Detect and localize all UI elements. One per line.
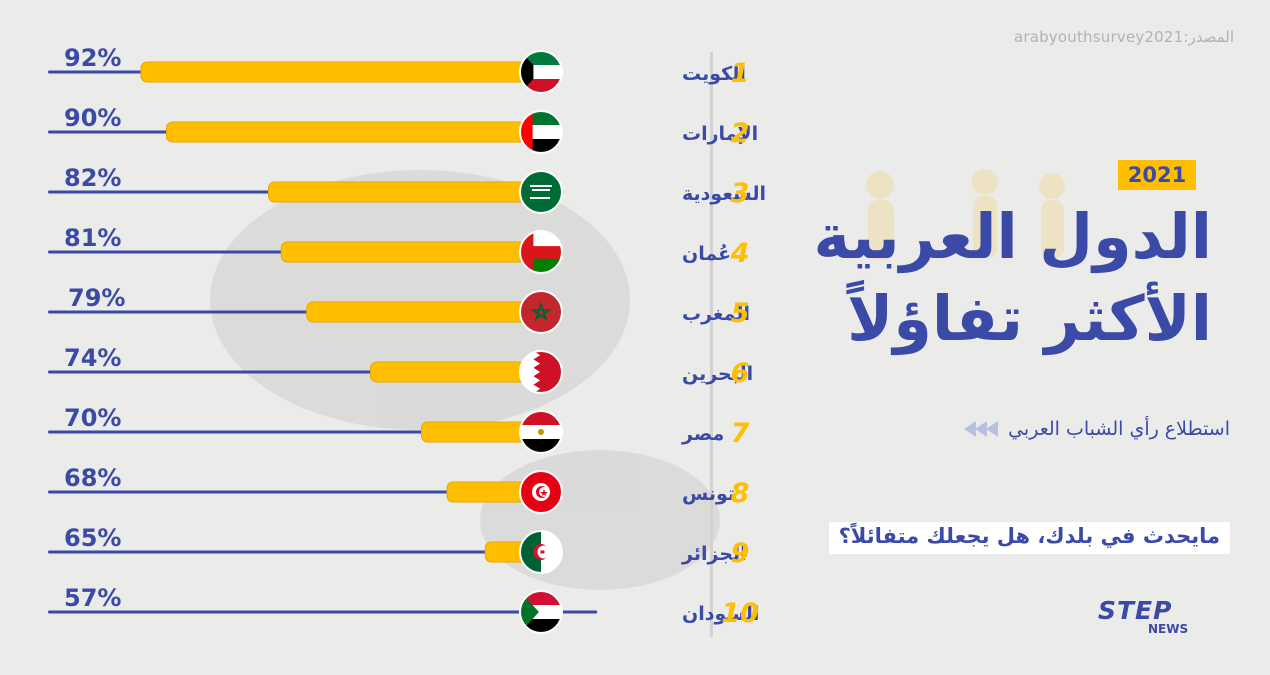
rank-number: 2 [731, 118, 750, 149]
saudi-flag-icon [519, 170, 563, 214]
country-label: تونس [682, 483, 735, 505]
bar [370, 361, 535, 383]
rank-number: 1 [731, 58, 750, 89]
country-label: الإمارات [682, 123, 758, 145]
rank-number: 6 [731, 358, 750, 389]
rank-number: 3 [731, 178, 750, 209]
country-label: الجزائر [681, 543, 747, 565]
chart-row: 70% مصر 7 [48, 404, 750, 454]
title-line-1: الدول العربية [813, 200, 1212, 273]
value-label: 57% [64, 584, 121, 612]
country-label: البحرين [682, 363, 753, 385]
rank-number: 8 [731, 478, 750, 509]
algeria-flag-icon [519, 530, 563, 574]
sudan-flag-icon [519, 590, 563, 634]
rewind-arrows-icon [964, 421, 999, 437]
leader-line [48, 190, 279, 194]
logo-news: NEWS [1148, 622, 1189, 636]
rank-number: 7 [731, 418, 750, 449]
country-label: عُمان [682, 243, 731, 265]
country-label: المغرب [682, 303, 750, 325]
rank-number: 4 [730, 238, 750, 269]
leader-line [48, 310, 317, 314]
value-label: 65% [64, 524, 121, 552]
rank-number: 10 [721, 598, 759, 629]
step-news-logo: STEP NEWS [1098, 596, 1206, 642]
value-label: 92% [64, 44, 121, 72]
value-label: 82% [64, 164, 121, 192]
logo-step: STEP [1098, 596, 1173, 625]
bar [166, 121, 535, 143]
leader-line [48, 70, 151, 74]
country-label: السودان [682, 603, 759, 625]
leader-line [48, 130, 177, 134]
bar [268, 181, 535, 203]
subtitle-text: استطلاع رأي الشباب العربي [1008, 418, 1230, 440]
country-label: السعودية [682, 183, 766, 205]
leader-line [48, 490, 457, 494]
page-title: الدول العربية الأكثر تفاؤلاً [792, 196, 1212, 360]
leader-line [48, 370, 381, 374]
title-line-2: الأكثر تفاؤلاً [847, 282, 1212, 355]
country-label: الكويت [682, 63, 746, 85]
source-note: المصدر:arabyouthsurvey2021 [1013, 28, 1234, 46]
egypt-flag-icon [519, 410, 563, 454]
leader-line [48, 430, 432, 434]
bahrain-flag-icon [519, 350, 563, 394]
value-label: 90% [64, 104, 121, 132]
leader-line [48, 250, 292, 254]
bar [280, 241, 535, 263]
bar [306, 301, 535, 323]
chart-row: 81% عُمان 4 [48, 224, 750, 274]
uae-flag-icon [519, 110, 563, 154]
value-label: 70% [64, 404, 121, 432]
leader-line [48, 610, 598, 614]
leader-line [48, 550, 496, 554]
subtitle: استطلاع رأي الشباب العربي [964, 418, 1230, 440]
rank-number: 5 [731, 298, 750, 329]
kuwait-flag-icon [519, 50, 563, 94]
country-label: مصر [681, 423, 724, 445]
oman-flag-icon [519, 230, 563, 274]
survey-question: مايحدث في بلدك، هل يجعلك متفائلاً؟ [828, 522, 1230, 554]
divider-line [710, 52, 713, 637]
value-label: 81% [64, 224, 121, 252]
bar [140, 61, 535, 83]
tunisia-flag-icon [519, 470, 563, 514]
value-label: 79% [68, 284, 125, 312]
rank-number: 9 [731, 538, 750, 569]
year-badge: 2021 [1118, 160, 1196, 190]
value-label: 74% [64, 344, 121, 372]
morocco-flag-icon [519, 290, 563, 334]
value-label: 68% [64, 464, 121, 492]
bar [421, 421, 535, 443]
